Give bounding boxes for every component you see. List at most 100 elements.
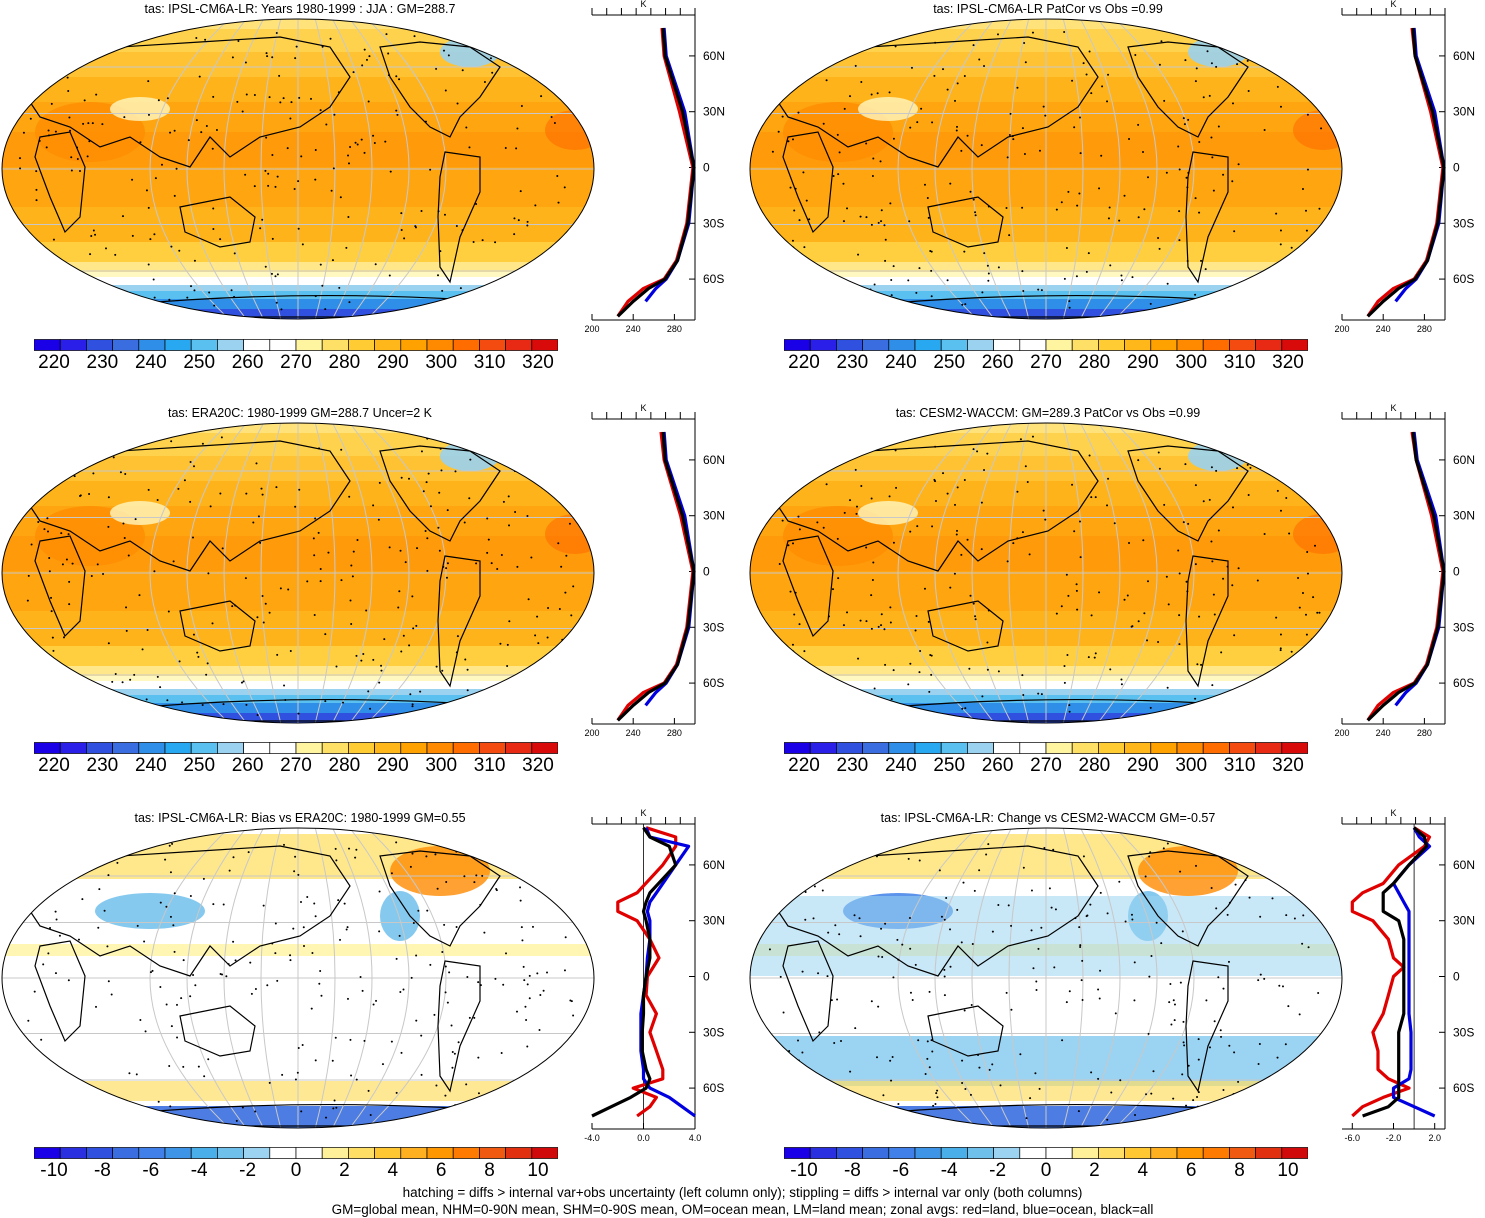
- stipple-dot: [1210, 62, 1213, 65]
- temperature-band: [750, 299, 1342, 310]
- zonal-series-line: [616, 27, 695, 318]
- temperature-band: [0, 723, 600, 733]
- stipple-dot: [1079, 152, 1082, 155]
- zonal-series-line: [616, 27, 696, 318]
- stipple-dot: [1118, 880, 1121, 883]
- colorbar-swatch: [34, 1147, 61, 1159]
- warm-region: [783, 102, 893, 162]
- x-tick-label: 240: [626, 728, 641, 738]
- stipple-dot: [890, 698, 893, 701]
- colorbar-swatch: [400, 1147, 428, 1159]
- stipple-dot: [52, 649, 55, 652]
- stipple-dot: [1271, 897, 1274, 900]
- stipple-dot: [435, 1084, 438, 1087]
- stipple-dot: [882, 1094, 885, 1097]
- temperature-band: [750, 571, 1342, 612]
- stipple-dot: [63, 290, 66, 293]
- stipple-dot: [21, 304, 24, 307]
- stipple-dot: [125, 629, 128, 632]
- stipple-dot: [207, 1058, 210, 1061]
- stipple-dot: [886, 443, 889, 446]
- stipple-dot: [892, 669, 895, 672]
- stipple-dot: [889, 439, 892, 442]
- stipple-dot: [1320, 848, 1323, 851]
- colorbar-swatch: [1150, 742, 1178, 754]
- stipple-dot: [1248, 896, 1251, 899]
- stipple-dot: [1037, 288, 1040, 291]
- stipple-dot: [156, 499, 159, 502]
- stipple-dot: [523, 979, 526, 982]
- colorbar-tick-label: 230: [836, 755, 869, 776]
- continent-outline: [1127, 41, 1249, 138]
- cool-region: [440, 37, 500, 67]
- stipple-dot: [1196, 663, 1199, 666]
- stipple-dot: [1005, 207, 1008, 210]
- colorbar-swatch: [809, 742, 837, 754]
- y-tick-label: 0: [1453, 161, 1460, 175]
- stipple-dot: [414, 225, 417, 228]
- colorbar-swatch: [34, 742, 61, 754]
- stipple-dot: [483, 931, 486, 934]
- stipple-dot: [557, 275, 560, 278]
- stipple-dot: [936, 1096, 939, 1099]
- stipple-dot: [27, 574, 30, 577]
- stipple-dot: [261, 493, 264, 496]
- stipple-dot: [834, 924, 837, 927]
- stipple-dot: [211, 622, 214, 625]
- stipple-dot: [264, 265, 267, 268]
- stipple-dot: [487, 538, 490, 541]
- stipple-dot: [204, 38, 207, 41]
- stipple-dot: [540, 675, 543, 678]
- stipple-dot: [300, 155, 303, 158]
- stipple-dot: [1079, 520, 1082, 523]
- stipple-dot: [183, 310, 186, 313]
- stipple-dot: [1237, 1080, 1240, 1083]
- stipple-dot: [828, 300, 831, 303]
- stipple-dot: [400, 650, 403, 653]
- stipple-dot: [400, 476, 403, 479]
- units-label: K: [640, 0, 646, 9]
- stipple-dot: [71, 562, 74, 565]
- stipple-dot: [1249, 466, 1252, 469]
- stipple-dot: [200, 131, 203, 134]
- stipple-dot: [1009, 112, 1012, 115]
- continent-outline: [19, 845, 351, 977]
- stipple-dot: [1316, 880, 1319, 883]
- y-tick-label: 30N: [703, 509, 725, 523]
- stipple-dot: [178, 660, 181, 663]
- stipple-dot: [812, 1090, 815, 1093]
- colorbar-swatch: [190, 1147, 218, 1159]
- stipple-dot: [540, 441, 543, 444]
- stipple-dot: [1258, 1043, 1261, 1046]
- stipple-dot: [1114, 1012, 1117, 1015]
- stipple-dot: [983, 65, 986, 68]
- panel-title-4: tas: CESM2-WACCM: GM=289.3 PatCor vs Obs…: [895, 406, 1201, 420]
- stipple-dot: [1078, 926, 1081, 929]
- stipple-dot: [1295, 461, 1298, 464]
- stipple-dot: [1306, 572, 1309, 575]
- colorbar-swatch: [479, 1147, 506, 1159]
- stipple-dot: [526, 224, 529, 227]
- stipple-dot: [437, 708, 440, 711]
- stipple-dot: [1131, 918, 1134, 921]
- colorbar-swatch: [1281, 339, 1308, 351]
- stipple-dot: [345, 928, 348, 931]
- stipple-dot: [398, 78, 401, 81]
- stipple-dot: [165, 905, 168, 908]
- stipple-dot: [1251, 693, 1254, 696]
- stipple-dot: [572, 585, 575, 588]
- stipple-dot: [1149, 706, 1152, 709]
- stipple-dot: [70, 675, 73, 678]
- y-tick-label: 30N: [1453, 509, 1475, 523]
- stipple-dot: [425, 855, 428, 858]
- stipple-dot: [889, 606, 892, 609]
- stipple-dot: [444, 1094, 447, 1097]
- stipple-dot: [368, 55, 371, 58]
- stipple-dot: [276, 273, 279, 276]
- colorbar-swatch: [1202, 1147, 1230, 1159]
- stipple-dot: [335, 859, 338, 862]
- stipple-dot: [271, 154, 274, 157]
- colorbar-swatch: [993, 742, 1021, 754]
- stipple-dot: [506, 643, 509, 646]
